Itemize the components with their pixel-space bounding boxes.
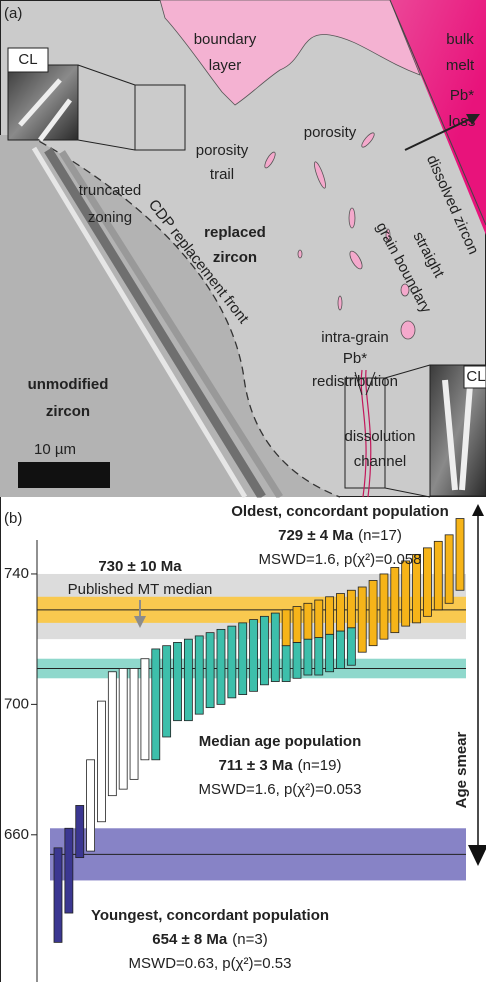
age-bar [456,519,464,591]
population-age: 729 ± 4 Ma(n=17) [278,527,402,544]
diagram-label: zoning [88,209,132,226]
panel-label: (a) [4,5,22,22]
scale-bar [18,462,110,488]
diagram-label: bulk [446,31,474,48]
y-tick-label: 700 [4,695,29,712]
diagram-label: CL [18,51,37,68]
age-bar-upper [336,594,344,631]
diagram-label: melt [446,57,475,74]
age-bar [108,672,116,796]
diagram-label: unmodified [28,376,109,393]
panel-label: (b) [4,510,22,527]
age-bar [217,629,225,704]
age-bar [65,828,73,913]
population-stats: MSWD=1.6, p(χ²)=0.058 [259,551,422,568]
age-bar [152,649,160,760]
age-bar [380,574,388,639]
age-bar [369,580,377,645]
age-label: 729 ± 4 Ma [278,527,354,544]
diagram-label: trail [210,166,234,183]
age-bar-upper [347,590,355,627]
age-bar [228,626,236,698]
diagram-label: CL [466,368,485,385]
age-bar-lower [336,631,344,668]
age-bar [402,561,410,626]
y-tick-label: 660 [4,826,29,843]
age-bar [163,646,171,737]
age-bar [54,848,62,943]
panel-a: CL boundary layer bulk melt Pb* loss porosity tr… [0,0,486,497]
diagram-label: truncated [79,182,142,199]
diagram-label: layer [209,57,242,74]
age-bar-upper [282,610,290,646]
age-bar-lower [315,638,323,675]
diagram-label: replaced [204,224,266,241]
diagram-label: porosity [304,124,357,141]
diagram-label: zircon [46,403,90,420]
age-bar [141,659,149,760]
diagram-label: intra-grain [321,329,389,346]
age-bar [260,616,268,684]
n-label: (n=3) [232,931,267,948]
population-age: 711 ± 3 Ma(n=19) [219,757,342,774]
population-age: 654 ± 8 Ma(n=3) [152,931,267,948]
population-stats: MSWD=1.6, p(χ²)=0.053 [199,781,362,798]
age-bar-lower [347,628,355,665]
age-bar [391,567,399,632]
diagram-label: channel [354,453,407,470]
age-bar-lower [282,646,290,682]
age-bar [423,548,431,616]
age-bar [434,541,442,609]
population-name: Median age population [199,733,362,750]
age-bar-lower [304,639,312,675]
age-bar-lower [293,642,301,678]
population-name: Oldest, concordant population [231,503,449,520]
diagram-label: Pb* [450,87,474,104]
diagram-label: redistribution [312,373,398,390]
age-bar [239,623,247,695]
figure: CL boundary layer bulk melt Pb* loss porosity tr… [0,0,486,982]
age-bar [358,587,366,652]
age-bar-upper [326,597,334,634]
age-bar-upper [293,607,301,643]
age-bar-lower [326,634,334,671]
n-label: (n=19) [298,757,342,774]
diagram-label: Pb* [343,350,367,367]
age-label: 654 ± 8 Ma [152,931,228,948]
age-bar [76,805,84,857]
diagram-label: loss [449,113,476,130]
age-bar [195,636,203,714]
age-bar [206,633,214,708]
diagram-label: zircon [213,249,257,266]
diagram-label: porosity [196,142,249,159]
diagram-label: boundary [194,31,257,48]
reference-name: Published MT median [68,581,213,598]
population-stats: MSWD=0.63, p(χ²)=0.53 [129,955,292,972]
y-axis-label: Age smear [453,731,470,808]
diagram-label: dissolution [345,428,416,445]
age-bar [184,639,192,721]
age-bar [445,535,453,603]
age-bar [271,613,279,681]
age-bar [87,760,95,851]
age-label: 711 ± 3 Ma [219,757,294,774]
age-bar [130,669,138,780]
age-bar [119,669,127,790]
age-bar-upper [315,600,323,637]
age-bar [250,620,258,692]
age-bar [97,701,105,822]
age-bar-upper [304,603,312,639]
population-name: Youngest, concordant population [91,907,329,924]
diagram-label: 10 µm [34,441,76,458]
reference-age: 730 ± 10 Ma [98,558,182,575]
age-bar [174,642,182,720]
n-label: (n=17) [358,527,402,544]
y-tick-label: 740 [4,565,29,582]
